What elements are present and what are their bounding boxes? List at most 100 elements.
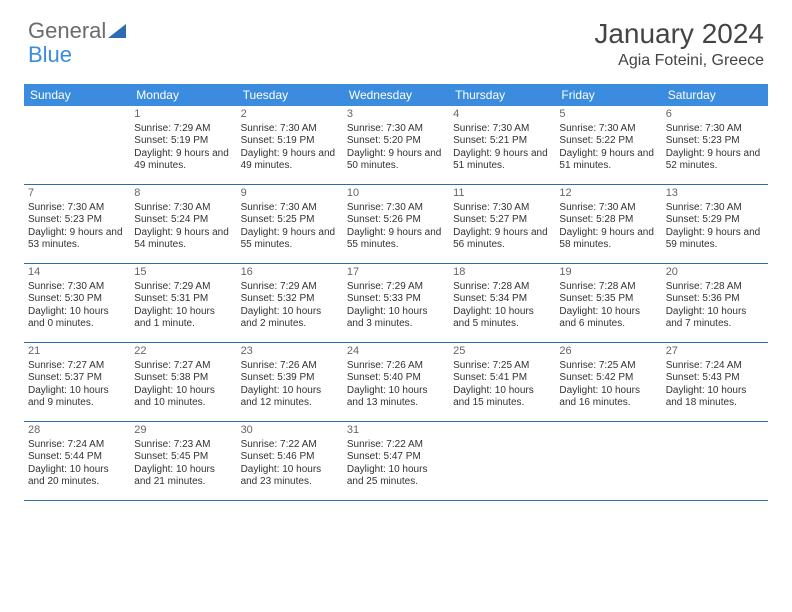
- day-number: 12: [559, 187, 657, 201]
- week-row: 1Sunrise: 7:29 AMSunset: 5:19 PMDaylight…: [24, 106, 768, 185]
- sunrise-line: Sunrise: 7:30 AM: [347, 123, 445, 136]
- sunset-line: Sunset: 5:32 PM: [241, 293, 339, 306]
- daylight-line: Daylight: 9 hours and 59 minutes.: [666, 227, 764, 252]
- day-cell: 12Sunrise: 7:30 AMSunset: 5:28 PMDayligh…: [555, 185, 661, 263]
- sunrise-line: Sunrise: 7:22 AM: [347, 439, 445, 452]
- day-number: 23: [241, 345, 339, 359]
- day-number: 26: [559, 345, 657, 359]
- day-cell: 28Sunrise: 7:24 AMSunset: 5:44 PMDayligh…: [24, 422, 130, 500]
- week-row: 28Sunrise: 7:24 AMSunset: 5:44 PMDayligh…: [24, 422, 768, 501]
- day-number: 24: [347, 345, 445, 359]
- day-header-cell: Tuesday: [237, 84, 343, 106]
- sunset-line: Sunset: 5:45 PM: [134, 451, 232, 464]
- day-cell: 3Sunrise: 7:30 AMSunset: 5:20 PMDaylight…: [343, 106, 449, 184]
- sunrise-line: Sunrise: 7:30 AM: [241, 202, 339, 215]
- day-number: 30: [241, 424, 339, 438]
- logo-triangle-icon: [108, 24, 126, 38]
- daylight-line: Daylight: 10 hours and 21 minutes.: [134, 464, 232, 489]
- sunset-line: Sunset: 5:31 PM: [134, 293, 232, 306]
- sunrise-line: Sunrise: 7:24 AM: [28, 439, 126, 452]
- daylight-line: Daylight: 10 hours and 12 minutes.: [241, 385, 339, 410]
- sunset-line: Sunset: 5:27 PM: [453, 214, 551, 227]
- daylight-line: Daylight: 10 hours and 16 minutes.: [559, 385, 657, 410]
- daylight-line: Daylight: 9 hours and 58 minutes.: [559, 227, 657, 252]
- day-header-cell: Friday: [555, 84, 661, 106]
- sunset-line: Sunset: 5:20 PM: [347, 135, 445, 148]
- sunset-line: Sunset: 5:43 PM: [666, 372, 764, 385]
- day-header-cell: Thursday: [449, 84, 555, 106]
- empty-cell: [662, 422, 768, 500]
- sunrise-line: Sunrise: 7:30 AM: [559, 123, 657, 136]
- daylight-line: Daylight: 9 hours and 49 minutes.: [241, 148, 339, 173]
- day-number: 27: [666, 345, 764, 359]
- day-header-row: SundayMondayTuesdayWednesdayThursdayFrid…: [24, 84, 768, 106]
- day-number: 8: [134, 187, 232, 201]
- week-row: 7Sunrise: 7:30 AMSunset: 5:23 PMDaylight…: [24, 185, 768, 264]
- sunset-line: Sunset: 5:34 PM: [453, 293, 551, 306]
- day-cell: 2Sunrise: 7:30 AMSunset: 5:19 PMDaylight…: [237, 106, 343, 184]
- sunset-line: Sunset: 5:35 PM: [559, 293, 657, 306]
- day-number: 4: [453, 108, 551, 122]
- day-cell: 8Sunrise: 7:30 AMSunset: 5:24 PMDaylight…: [130, 185, 236, 263]
- day-cell: 4Sunrise: 7:30 AMSunset: 5:21 PMDaylight…: [449, 106, 555, 184]
- week-row: 14Sunrise: 7:30 AMSunset: 5:30 PMDayligh…: [24, 264, 768, 343]
- logo-text-2: Blue: [28, 42, 72, 68]
- sunrise-line: Sunrise: 7:30 AM: [134, 202, 232, 215]
- sunset-line: Sunset: 5:28 PM: [559, 214, 657, 227]
- day-number: 2: [241, 108, 339, 122]
- sunrise-line: Sunrise: 7:29 AM: [347, 281, 445, 294]
- sunset-line: Sunset: 5:25 PM: [241, 214, 339, 227]
- location: Agia Foteini, Greece: [594, 52, 764, 70]
- sunset-line: Sunset: 5:23 PM: [28, 214, 126, 227]
- day-number: 22: [134, 345, 232, 359]
- day-number: 10: [347, 187, 445, 201]
- day-cell: 26Sunrise: 7:25 AMSunset: 5:42 PMDayligh…: [555, 343, 661, 421]
- sunrise-line: Sunrise: 7:29 AM: [241, 281, 339, 294]
- day-number: 20: [666, 266, 764, 280]
- daylight-line: Daylight: 9 hours and 55 minutes.: [347, 227, 445, 252]
- sunset-line: Sunset: 5:33 PM: [347, 293, 445, 306]
- day-number: 16: [241, 266, 339, 280]
- day-cell: 31Sunrise: 7:22 AMSunset: 5:47 PMDayligh…: [343, 422, 449, 500]
- daylight-line: Daylight: 10 hours and 15 minutes.: [453, 385, 551, 410]
- logo: General: [28, 18, 126, 44]
- daylight-line: Daylight: 9 hours and 50 minutes.: [347, 148, 445, 173]
- sunrise-line: Sunrise: 7:30 AM: [347, 202, 445, 215]
- daylight-line: Daylight: 10 hours and 23 minutes.: [241, 464, 339, 489]
- daylight-line: Daylight: 10 hours and 6 minutes.: [559, 306, 657, 331]
- sunset-line: Sunset: 5:30 PM: [28, 293, 126, 306]
- day-cell: 11Sunrise: 7:30 AMSunset: 5:27 PMDayligh…: [449, 185, 555, 263]
- day-cell: 16Sunrise: 7:29 AMSunset: 5:32 PMDayligh…: [237, 264, 343, 342]
- sunrise-line: Sunrise: 7:29 AM: [134, 281, 232, 294]
- day-cell: 10Sunrise: 7:30 AMSunset: 5:26 PMDayligh…: [343, 185, 449, 263]
- sunset-line: Sunset: 5:46 PM: [241, 451, 339, 464]
- day-number: 7: [28, 187, 126, 201]
- sunrise-line: Sunrise: 7:30 AM: [666, 202, 764, 215]
- sunset-line: Sunset: 5:42 PM: [559, 372, 657, 385]
- day-number: 9: [241, 187, 339, 201]
- day-cell: 13Sunrise: 7:30 AMSunset: 5:29 PMDayligh…: [662, 185, 768, 263]
- sunset-line: Sunset: 5:38 PM: [134, 372, 232, 385]
- day-cell: 24Sunrise: 7:26 AMSunset: 5:40 PMDayligh…: [343, 343, 449, 421]
- sunrise-line: Sunrise: 7:26 AM: [241, 360, 339, 373]
- daylight-line: Daylight: 10 hours and 0 minutes.: [28, 306, 126, 331]
- daylight-line: Daylight: 9 hours and 49 minutes.: [134, 148, 232, 173]
- daylight-line: Daylight: 10 hours and 25 minutes.: [347, 464, 445, 489]
- daylight-line: Daylight: 10 hours and 2 minutes.: [241, 306, 339, 331]
- day-cell: 17Sunrise: 7:29 AMSunset: 5:33 PMDayligh…: [343, 264, 449, 342]
- sunrise-line: Sunrise: 7:23 AM: [134, 439, 232, 452]
- day-cell: 30Sunrise: 7:22 AMSunset: 5:46 PMDayligh…: [237, 422, 343, 500]
- sunset-line: Sunset: 5:22 PM: [559, 135, 657, 148]
- day-cell: 29Sunrise: 7:23 AMSunset: 5:45 PMDayligh…: [130, 422, 236, 500]
- sunrise-line: Sunrise: 7:30 AM: [453, 202, 551, 215]
- calendar: SundayMondayTuesdayWednesdayThursdayFrid…: [24, 84, 768, 501]
- month-title: January 2024: [594, 18, 764, 50]
- day-cell: 6Sunrise: 7:30 AMSunset: 5:23 PMDaylight…: [662, 106, 768, 184]
- day-cell: 18Sunrise: 7:28 AMSunset: 5:34 PMDayligh…: [449, 264, 555, 342]
- day-number: 3: [347, 108, 445, 122]
- sunrise-line: Sunrise: 7:30 AM: [28, 281, 126, 294]
- sunrise-line: Sunrise: 7:30 AM: [28, 202, 126, 215]
- sunrise-line: Sunrise: 7:27 AM: [134, 360, 232, 373]
- sunset-line: Sunset: 5:26 PM: [347, 214, 445, 227]
- daylight-line: Daylight: 10 hours and 18 minutes.: [666, 385, 764, 410]
